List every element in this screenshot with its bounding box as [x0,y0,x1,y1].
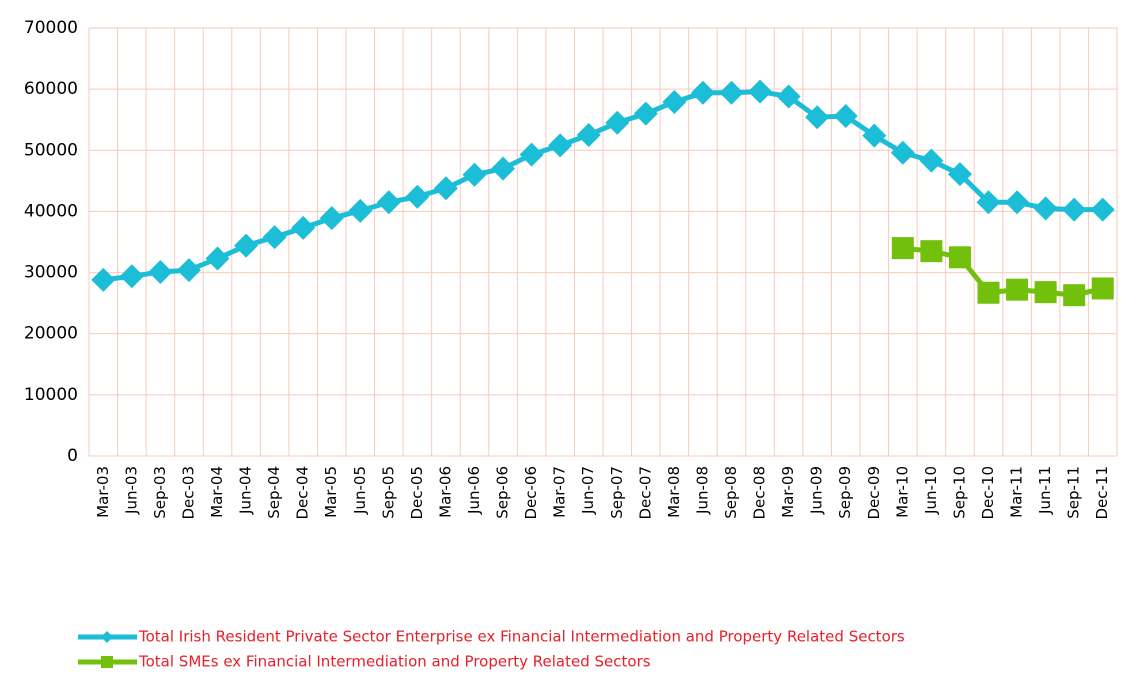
data-point [376,190,401,215]
data-point [1005,190,1030,215]
data-point [690,80,715,105]
y-tick-label: 70000 [24,18,78,38]
data-point [976,190,1001,215]
data-point [291,215,316,240]
legend-label: Total Irish Resident Private Sector Ente… [138,628,905,646]
data-point [1062,197,1087,222]
x-tick-label: Mar-10 [893,466,911,518]
x-tick-label: Mar-06 [436,466,454,518]
y-tick-label: 30000 [24,263,78,283]
data-point [891,237,914,260]
x-tick-label: Sep-03 [151,466,169,519]
data-point [491,156,516,181]
x-tick-label: Sep-11 [1065,466,1083,519]
x-tick-label: Mar-04 [208,466,226,518]
x-tick-label: Sep-05 [379,466,397,519]
data-point [919,148,944,173]
data-point [262,225,287,250]
x-tick-label: Dec-08 [751,466,769,520]
data-point [662,89,687,114]
legend-marker [101,656,113,668]
data-point [205,246,230,271]
data-point [176,258,201,283]
data-point [148,259,173,284]
y-tick-label: 10000 [24,385,78,405]
data-point [1033,196,1058,221]
x-tick-label: Dec-11 [1093,466,1111,520]
data-point [119,264,144,289]
data-point [605,110,630,135]
x-tick-label: Jun-10 [922,466,940,515]
x-tick-label: Sep-06 [494,466,512,519]
x-tick-label: Mar-08 [665,466,683,518]
data-point [833,104,858,129]
x-tick-label: Jun-07 [579,466,597,515]
x-tick-label: Mar-05 [322,466,340,518]
x-tick-label: Sep-08 [722,466,740,519]
x-tick-label: Jun-04 [237,466,255,515]
data-point [91,267,116,292]
data-point [548,133,573,158]
x-tick-label: Dec-06 [522,466,540,520]
data-point [633,101,658,126]
x-tick-label: Sep-04 [265,466,283,519]
x-tick-label: Jun-05 [351,466,369,515]
data-point [947,162,972,187]
data-point [890,140,915,165]
data-point [862,123,887,148]
x-tick-label: Dec-04 [294,466,312,520]
x-tick-label: Dec-07 [636,466,654,520]
x-tick-label: Dec-09 [865,466,883,520]
x-tick-label: Jun-09 [808,466,826,515]
data-point [433,176,458,201]
x-tick-label: Mar-09 [779,466,797,518]
x-tick-label: Mar-07 [551,466,569,518]
data-point [1090,197,1115,222]
x-tick-label: Mar-03 [94,466,112,518]
data-point [234,233,259,258]
x-tick-label: Jun-06 [465,466,483,515]
data-point [519,142,544,167]
data-point [348,198,373,223]
data-point [1006,278,1029,301]
data-point [462,162,487,187]
data-point [405,184,430,209]
legend-marker [101,631,113,643]
y-tick-label: 50000 [24,140,78,160]
data-point [805,105,830,130]
data-point [319,206,344,231]
data-point [776,84,801,109]
x-tick-label: Sep-07 [608,466,626,519]
x-tick-label: Dec-10 [979,466,997,520]
x-tick-label: Jun-03 [122,466,140,515]
y-tick-label: 60000 [24,79,78,99]
data-point [1063,284,1086,307]
y-tick-label: 20000 [24,324,78,344]
data-point [1034,281,1057,304]
x-tick-label: Mar-11 [1008,466,1026,518]
data-point [576,123,601,147]
x-tick-label: Dec-05 [408,466,426,520]
x-tick-label: Sep-09 [836,466,854,519]
data-point [977,281,1000,304]
x-tick-label: Jun-08 [693,466,711,515]
x-tick-label: Dec-03 [179,466,197,520]
data-point [748,79,773,104]
data-point [920,240,943,263]
y-tick-label: 40000 [24,201,78,221]
legend-label: Total SMEs ex Financial Intermediation a… [138,653,651,671]
data-point [1091,277,1114,300]
x-tick-label: Sep-10 [950,466,968,519]
y-tick-label: 0 [67,446,78,466]
data-point [948,246,971,269]
x-tick-label: Jun-11 [1036,466,1054,515]
data-point [719,80,744,105]
